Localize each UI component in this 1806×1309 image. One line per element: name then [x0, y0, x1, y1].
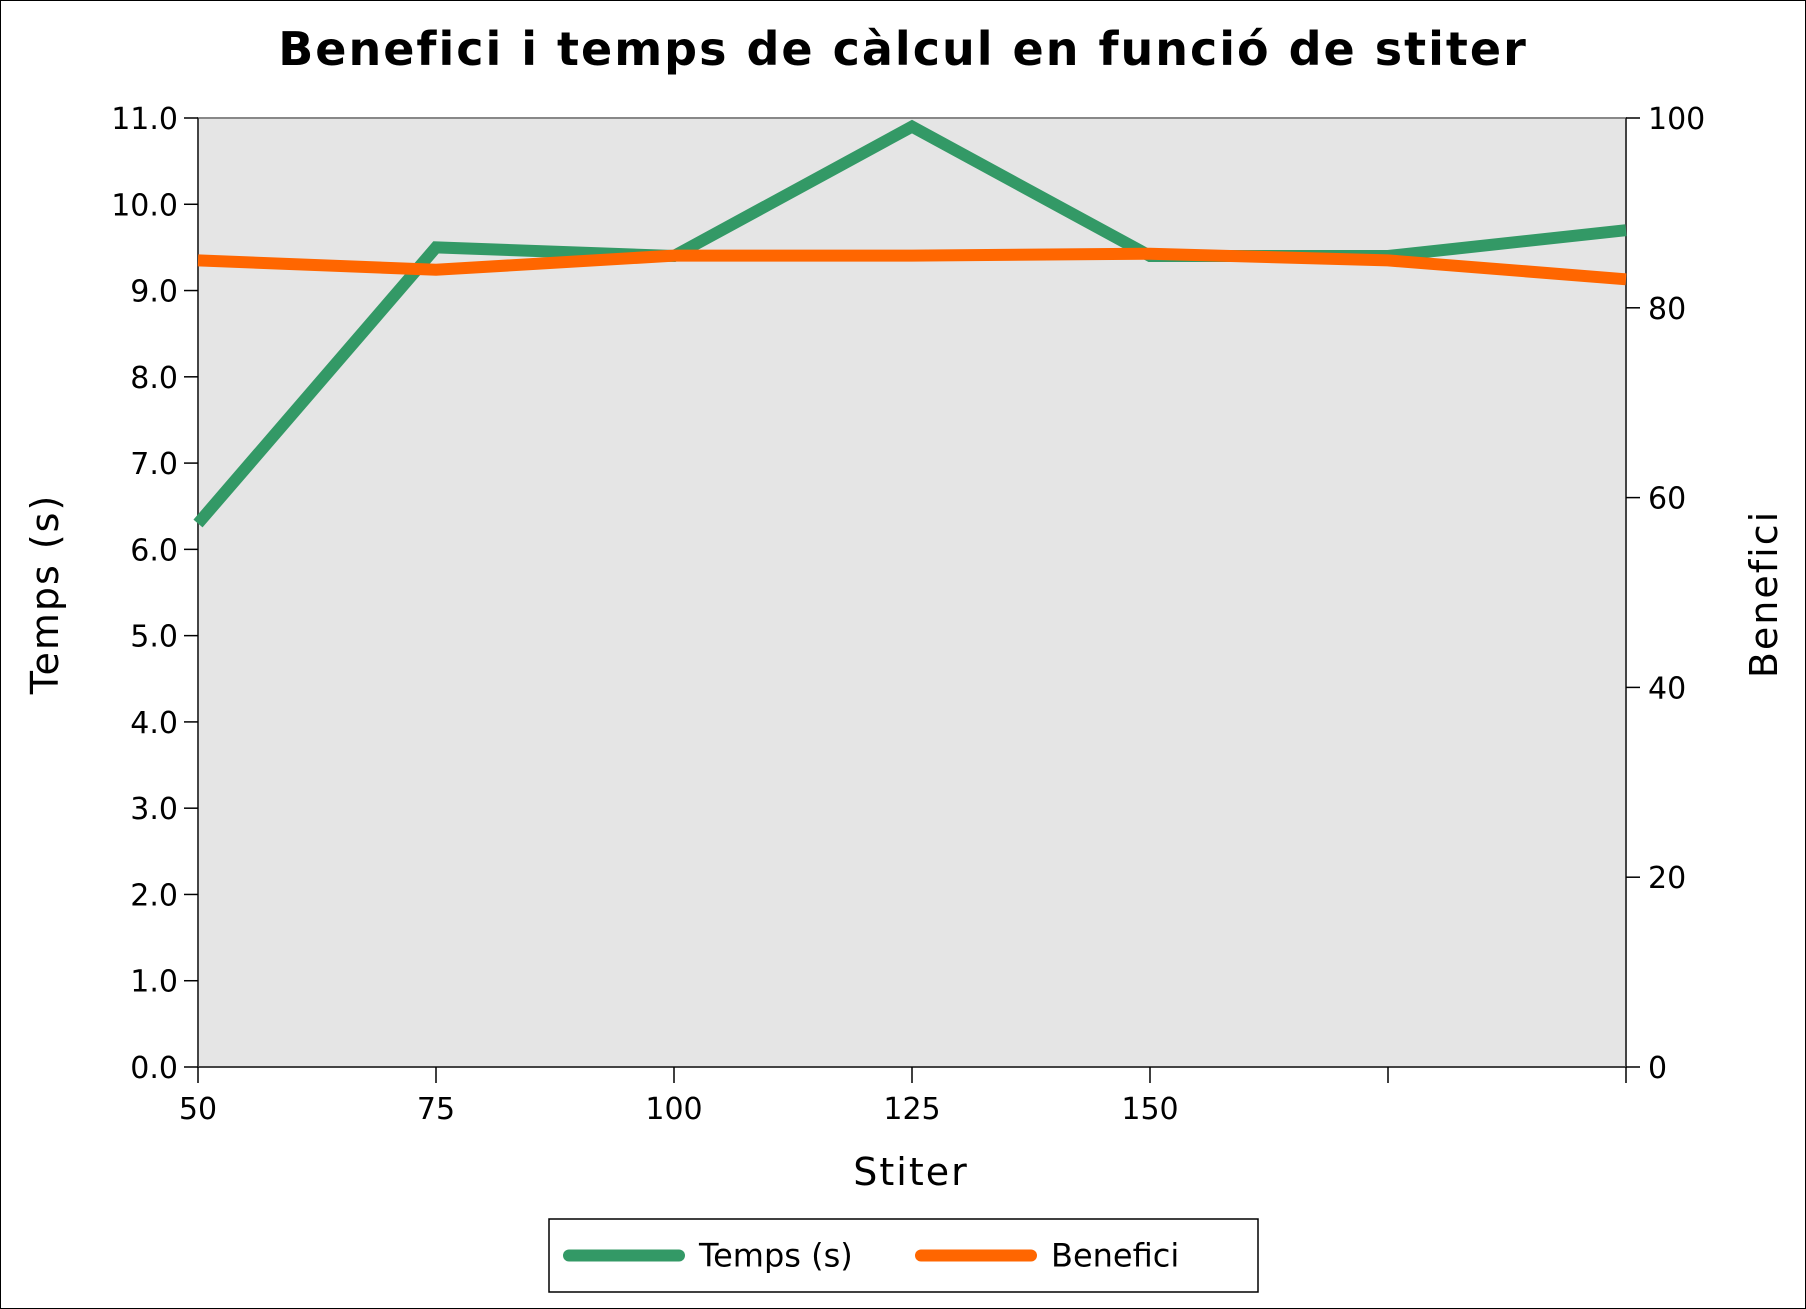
y-left-tick-label: 7.0: [130, 447, 178, 482]
y-right-tick-label: 100: [1648, 102, 1705, 137]
y-left-tick-label: 3.0: [130, 792, 178, 827]
y-left-tick-label: 0.0: [130, 1051, 178, 1086]
y-left-tick-label: 9.0: [130, 275, 178, 310]
plot-background: [197, 117, 1627, 1068]
y-left-tick-label: 4.0: [130, 706, 178, 741]
y-axis-right-title: Benefici: [1742, 510, 1786, 678]
y-left-tick-label: 8.0: [130, 361, 178, 396]
axes: 0.0 1.0 2.0 3.0 4.0 5.0 6.0 7.0 8.0 9.0 10.0 11.0 0 2…: [111, 102, 1705, 1127]
y-right-tick-label: 20: [1648, 861, 1686, 896]
y-left-tick-label: 11.0: [111, 102, 178, 137]
y-axis-left-title: Temps (s): [23, 494, 67, 696]
legend: Temps (s) Benefici: [548, 1218, 1259, 1293]
y-left-tick-label: 6.0: [130, 533, 178, 568]
chart-title: Benefici i temps de càlcul en funció de …: [278, 22, 1528, 76]
y-right-tick-label: 80: [1648, 292, 1686, 327]
y-right-tick-label: 0: [1648, 1051, 1667, 1086]
x-tick-label: 100: [645, 1092, 702, 1127]
y-left-tick-label: 10.0: [111, 188, 178, 223]
x-tick-label: 75: [417, 1092, 455, 1127]
series-lines: [193, 119, 1627, 528]
plot-area: [197, 117, 1627, 1068]
y-left-tick-label: 5.0: [130, 620, 178, 655]
legend-label: Temps (s): [698, 1237, 853, 1275]
y-right-tick-label: 60: [1648, 482, 1686, 517]
legend-label: Benefici: [1051, 1237, 1179, 1275]
series-line-benefici: [197, 247, 1627, 286]
x-tick-label: 150: [1121, 1092, 1178, 1127]
x-tick-label: 125: [883, 1092, 940, 1127]
y-right-tick-label: 40: [1648, 671, 1686, 706]
x-axis-title: Stiter: [853, 1150, 968, 1194]
y-left-tick-label: 2.0: [130, 878, 178, 913]
y-left-tick-label: 1.0: [130, 965, 178, 1000]
x-tick-label: 50: [179, 1092, 217, 1127]
